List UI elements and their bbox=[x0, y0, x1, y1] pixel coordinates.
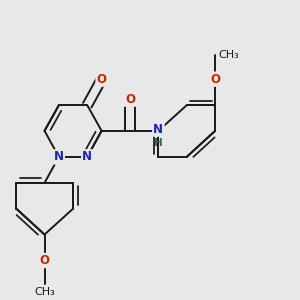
Text: N: N bbox=[153, 122, 164, 134]
Text: N: N bbox=[153, 123, 164, 136]
Text: H: H bbox=[154, 138, 163, 148]
Text: N: N bbox=[82, 150, 92, 164]
Text: CH₃: CH₃ bbox=[218, 50, 239, 60]
Text: N: N bbox=[54, 150, 64, 164]
Text: O: O bbox=[125, 93, 135, 106]
Text: O: O bbox=[210, 73, 220, 86]
Text: O: O bbox=[40, 254, 50, 267]
Text: CH₃: CH₃ bbox=[34, 287, 55, 297]
Text: O: O bbox=[97, 73, 106, 86]
